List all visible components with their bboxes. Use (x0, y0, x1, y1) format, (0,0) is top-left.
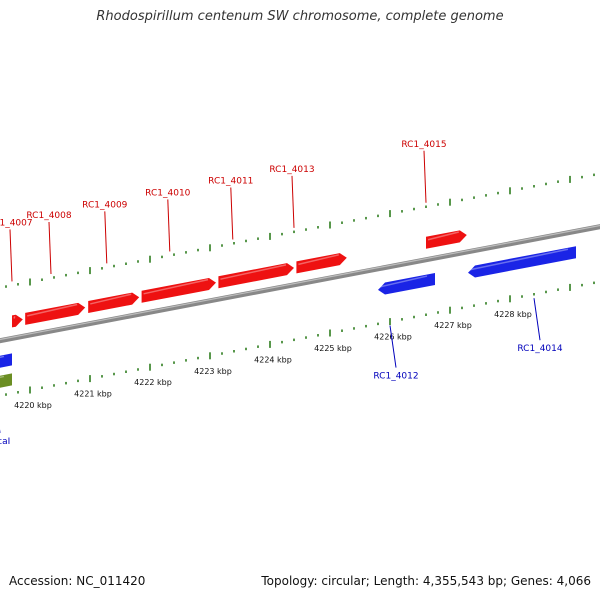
gene-rc1-4008-shine (27, 303, 78, 317)
leader-line (48, 221, 52, 275)
tick-label: 4220 kbp (14, 401, 52, 410)
gene-rc1-4015-shine (427, 231, 459, 241)
leader-line (9, 229, 13, 282)
gene-label-rc1-4011[interactable]: RC1_4011 (208, 176, 253, 186)
tick-label: 4226 kbp (374, 333, 412, 342)
gene-label-rc1-4015[interactable]: RC1_4015 (401, 140, 446, 150)
accession-text: Accession: NC_011420 (9, 574, 146, 588)
gene-label-wcai[interactable]: wcaI (0, 437, 10, 447)
gene-rc1-4014-shine (469, 248, 569, 271)
gene-label-rc1-4009[interactable]: RC1_4009 (82, 200, 127, 210)
chromosome-layer (0, 224, 600, 344)
gene-label-rc1-4007[interactable]: RC1_4007 (0, 218, 33, 228)
genome-stats-text: Topology: circular; Length: 4,355,543 bp… (261, 574, 591, 588)
leader-line (389, 325, 397, 368)
tick-label: 4225 kbp (314, 344, 352, 353)
gene-label-rc1-4014[interactable]: RC1_4014 (517, 344, 562, 354)
tick-label: 4224 kbp (254, 355, 292, 364)
gene-rc1-4015[interactable] (426, 230, 467, 249)
tick-label: 4223 kbp (194, 367, 232, 376)
gene-rc1-4011[interactable] (218, 263, 294, 289)
gene-label-rc1-4012[interactable]: RC1_4012 (373, 372, 418, 382)
gene-rc1-4013-shine (298, 254, 339, 266)
gene-rc1-4009-shine (90, 293, 132, 305)
leader-line (291, 175, 295, 228)
gene-label-rc1-4010[interactable]: RC1_4010 (145, 188, 190, 198)
leader-line (423, 150, 427, 203)
gene-label-rc1-4008[interactable]: RC1_4008 (26, 211, 71, 221)
gene-rc1-4009[interactable] (88, 292, 140, 313)
leader-line (104, 211, 108, 264)
tick-label: 4221 kbp (74, 390, 112, 399)
leader-line (167, 199, 171, 252)
gene-wcai[interactable] (0, 373, 12, 399)
tick-layer (5, 173, 595, 396)
gene-rc1-4010[interactable] (141, 277, 216, 303)
gene-rc1-4008[interactable] (25, 302, 86, 325)
gene-rc1-4007-shine (13, 316, 16, 319)
gene-rc1-4010-shine (143, 278, 209, 295)
leader-line (230, 187, 234, 240)
map-title: Rhodospirillum centenum SW chromosome, c… (96, 9, 504, 24)
tick-label: 4228 kbp (494, 310, 532, 319)
tick-label: 4222 kbp (134, 378, 172, 387)
gene-rc1-4011-shine (220, 264, 287, 280)
gene-rc1-4013[interactable] (296, 253, 347, 274)
tick-label: 4227 kbp (434, 321, 472, 330)
gene-rc1-4007[interactable] (12, 314, 23, 328)
gene-layer (0, 230, 576, 399)
gene-unlabeled[interactable] (0, 353, 12, 377)
chromosome-backbone-highlight (0, 224, 600, 341)
leader-line (533, 298, 541, 341)
gene-rc1-4012[interactable] (378, 273, 435, 295)
chromosome-backbone (0, 224, 600, 344)
label-layer: 4220 kbp 4221 kbp 4222 kbp 4223 kbp 4224 kbp… (0, 140, 563, 447)
gene-label-rc1-4013[interactable]: RC1_4013 (269, 165, 314, 175)
gene-rc1-4012-shine (379, 275, 428, 288)
gene-rc1-4014[interactable] (468, 246, 576, 278)
